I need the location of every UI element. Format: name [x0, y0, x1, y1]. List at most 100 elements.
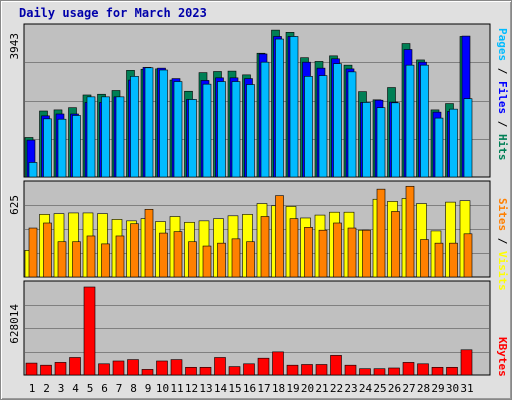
- kbytes-bar-day-24: [359, 368, 371, 376]
- hits-bar-day-18: [275, 38, 284, 178]
- hits-bar-day-30: [449, 108, 458, 178]
- sites-bar-day-13: [202, 245, 212, 278]
- hits-bar-day-4: [72, 115, 81, 178]
- sites-bar-day-9: [144, 209, 154, 278]
- sites-bar-day-23: [347, 227, 357, 278]
- day-label-25: 25: [373, 382, 386, 395]
- sites-bar-day-15: [231, 238, 241, 278]
- sites-bar-day-14: [217, 242, 226, 278]
- hits-bar-day-15: [231, 81, 241, 178]
- day-label-4: 4: [72, 382, 79, 395]
- hits-bar-day-12: [188, 99, 197, 178]
- kbytes-bar-day-3: [54, 362, 67, 376]
- legend-label-bottom: KBytes: [496, 337, 509, 377]
- hits-bar-day-22: [333, 63, 342, 178]
- day-label-31: 31: [460, 382, 473, 395]
- day-label-16: 16: [243, 382, 256, 395]
- legend-label-middle: Sites / Visits: [496, 198, 509, 291]
- legend-part-top-4: Hits: [496, 134, 509, 161]
- day-label-29: 29: [431, 382, 444, 395]
- day-label-11: 11: [170, 382, 183, 395]
- hits-bar-day-14: [217, 81, 226, 178]
- day-label-30: 30: [446, 382, 459, 395]
- hits-bar-day-27: [405, 64, 415, 178]
- sites-bar-day-1: [28, 227, 38, 278]
- sites-bar-day-18: [275, 195, 284, 278]
- kbytes-bar-day-25: [373, 368, 386, 376]
- day-label-9: 9: [145, 382, 152, 395]
- sites-bar-day-25: [376, 188, 386, 278]
- hits-bar-day-8: [130, 76, 139, 178]
- day-label-3: 3: [58, 382, 65, 395]
- legend-part-top-3: /: [496, 114, 509, 134]
- hits-bar-day-28: [420, 64, 429, 178]
- legend-part-bottom-0: KBytes: [496, 337, 509, 377]
- kbytes-bar-day-16: [243, 363, 255, 376]
- sites-bar-day-31: [463, 233, 473, 278]
- day-label-21: 21: [315, 382, 328, 395]
- hits-bar-day-31: [463, 98, 473, 178]
- hits-bar-day-29: [434, 117, 444, 178]
- kbytes-bar-day-22: [330, 355, 342, 376]
- kbytes-bar-day-9: [141, 369, 154, 376]
- sites-bar-day-20: [304, 227, 313, 278]
- day-label-26: 26: [388, 382, 401, 395]
- legend-part-top-1: /: [496, 61, 509, 81]
- hits-bar-day-10: [159, 69, 168, 178]
- day-label-27: 27: [402, 382, 415, 395]
- sites-bar-day-5: [86, 235, 96, 278]
- sites-bar-day-30: [449, 242, 458, 278]
- kbytes-bar-day-30: [446, 366, 458, 376]
- day-label-20: 20: [301, 382, 314, 395]
- kbytes-bar-day-10: [156, 360, 168, 376]
- kbytes-bar-day-21: [315, 364, 328, 376]
- day-label-24: 24: [359, 382, 373, 395]
- hits-bar-day-2: [43, 118, 52, 178]
- sites-bar-day-17: [260, 216, 270, 278]
- legend-part-top-2: Files: [496, 81, 509, 114]
- sites-bar-day-19: [289, 218, 299, 278]
- day-label-15: 15: [228, 382, 241, 395]
- day-label-12: 12: [185, 382, 198, 395]
- hits-bar-day-9: [144, 67, 154, 178]
- legend-part-top-0: Pages: [496, 28, 509, 61]
- kbytes-bar-day-11: [170, 359, 183, 376]
- sites-bar-day-8: [130, 223, 139, 278]
- max-value-label-top: 3943: [8, 33, 21, 60]
- day-label-8: 8: [130, 382, 137, 395]
- sites-bar-day-10: [159, 232, 168, 278]
- sites-bar-day-22: [333, 222, 342, 278]
- hits-bar-day-16: [246, 84, 255, 178]
- day-label-7: 7: [116, 382, 123, 395]
- kbytes-bar-day-18: [272, 351, 284, 376]
- kbytes-bar-day-28: [417, 363, 429, 376]
- day-label-5: 5: [87, 382, 94, 395]
- day-label-18: 18: [272, 382, 285, 395]
- day-label-19: 19: [286, 382, 299, 395]
- hits-bar-day-23: [347, 71, 357, 178]
- hits-bar-day-3: [57, 118, 67, 178]
- sites-bar-day-29: [434, 242, 444, 278]
- hits-bar-day-7: [115, 96, 125, 178]
- hits-bar-day-1: [28, 162, 38, 178]
- kbytes-bar-day-27: [402, 362, 415, 376]
- day-label-13: 13: [199, 382, 212, 395]
- day-label-1: 1: [29, 382, 36, 395]
- sites-bar-day-24: [362, 229, 371, 278]
- kbytes-bar-day-4: [69, 357, 81, 376]
- kbytes-bar-day-14: [214, 357, 226, 376]
- hits-bar-day-26: [391, 102, 400, 178]
- max-value-label-bottom: 628014: [8, 304, 21, 344]
- sites-bar-day-3: [57, 241, 67, 278]
- kbytes-bar-day-5: [83, 286, 96, 376]
- hits-bar-day-13: [202, 83, 212, 178]
- kbytes-bar-day-15: [228, 366, 241, 376]
- chart-title: Daily usage for March 2023: [19, 6, 207, 20]
- kbytes-bar-day-20: [301, 364, 313, 376]
- sites-bar-day-16: [246, 241, 255, 278]
- max-value-label-middle: 625: [8, 195, 21, 215]
- kbytes-bar-day-13: [199, 366, 212, 376]
- hits-bar-day-20: [304, 76, 313, 178]
- hits-bar-day-21: [318, 75, 328, 178]
